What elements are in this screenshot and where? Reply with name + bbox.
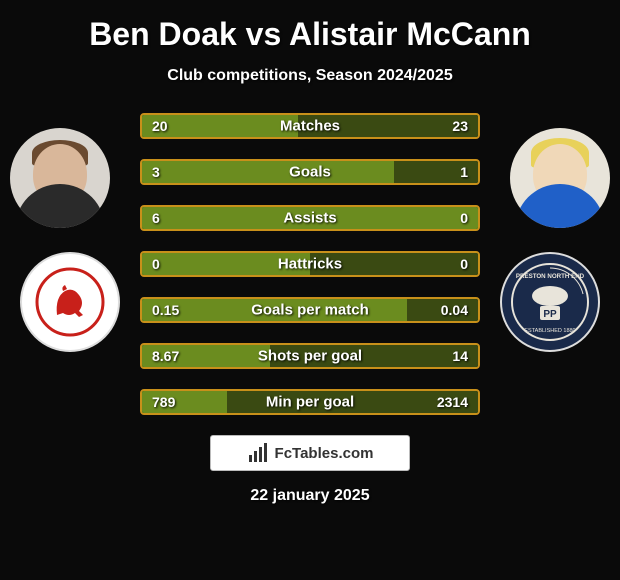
stat-value-right: 2314 [437, 394, 468, 410]
stat-label: Assists [283, 210, 336, 227]
stat-value-left: 3 [152, 164, 160, 180]
stat-value-right: 1 [460, 164, 468, 180]
stat-value-right: 23 [452, 118, 468, 134]
stat-label: Matches [280, 118, 340, 135]
stats-bars: 20 23 Matches 3 1 Goals 6 0 Assists 0 0 Hattricks 0.… [140, 113, 480, 415]
stat-row: 8.67 14 Shots per goal [140, 343, 480, 369]
stat-row: 0.15 0.04 Goals per match [140, 297, 480, 323]
stat-label: Min per goal [266, 394, 354, 411]
stat-label: Hattricks [278, 256, 342, 273]
stat-value-left: 0 [152, 256, 160, 272]
chart-icon [247, 442, 269, 464]
page-title: Ben Doak vs Alistair McCann [0, 16, 620, 53]
stat-value-right: 14 [452, 348, 468, 364]
club-right-crest-icon: PRESTON NORTH END PP ESTABLISHED 1880 [510, 262, 590, 342]
stat-label: Goals per match [251, 302, 369, 319]
stat-row: 20 23 Matches [140, 113, 480, 139]
stat-label: Shots per goal [258, 348, 362, 365]
stat-value-left: 0.15 [152, 302, 179, 318]
stat-value-left: 20 [152, 118, 168, 134]
club-right-badge: PRESTON NORTH END PP ESTABLISHED 1880 [500, 252, 600, 352]
footer-brand-badge: FcTables.com [210, 435, 410, 471]
date-text: 22 january 2025 [0, 487, 620, 505]
stat-value-right: 0.04 [441, 302, 468, 318]
club-left-crest-icon [35, 267, 105, 337]
player-right-avatar [510, 128, 610, 228]
player-left-avatar [10, 128, 110, 228]
svg-text:PRESTON NORTH END: PRESTON NORTH END [516, 273, 585, 280]
svg-text:PP: PP [543, 309, 557, 320]
stat-value-right: 0 [460, 256, 468, 272]
stat-value-left: 789 [152, 394, 175, 410]
stat-row: 789 2314 Min per goal [140, 389, 480, 415]
footer-brand-text: FcTables.com [275, 445, 374, 462]
stat-value-left: 6 [152, 210, 160, 226]
club-left-badge [20, 252, 120, 352]
stat-value-right: 0 [460, 210, 468, 226]
stat-row: 6 0 Assists [140, 205, 480, 231]
stat-label: Goals [289, 164, 331, 181]
stat-value-left: 8.67 [152, 348, 179, 364]
svg-text:ESTABLISHED 1880: ESTABLISHED 1880 [524, 328, 575, 334]
stat-bar-left [142, 161, 394, 183]
stat-row: 0 0 Hattricks [140, 251, 480, 277]
stat-row: 3 1 Goals [140, 159, 480, 185]
subtitle: Club competitions, Season 2024/2025 [0, 67, 620, 85]
